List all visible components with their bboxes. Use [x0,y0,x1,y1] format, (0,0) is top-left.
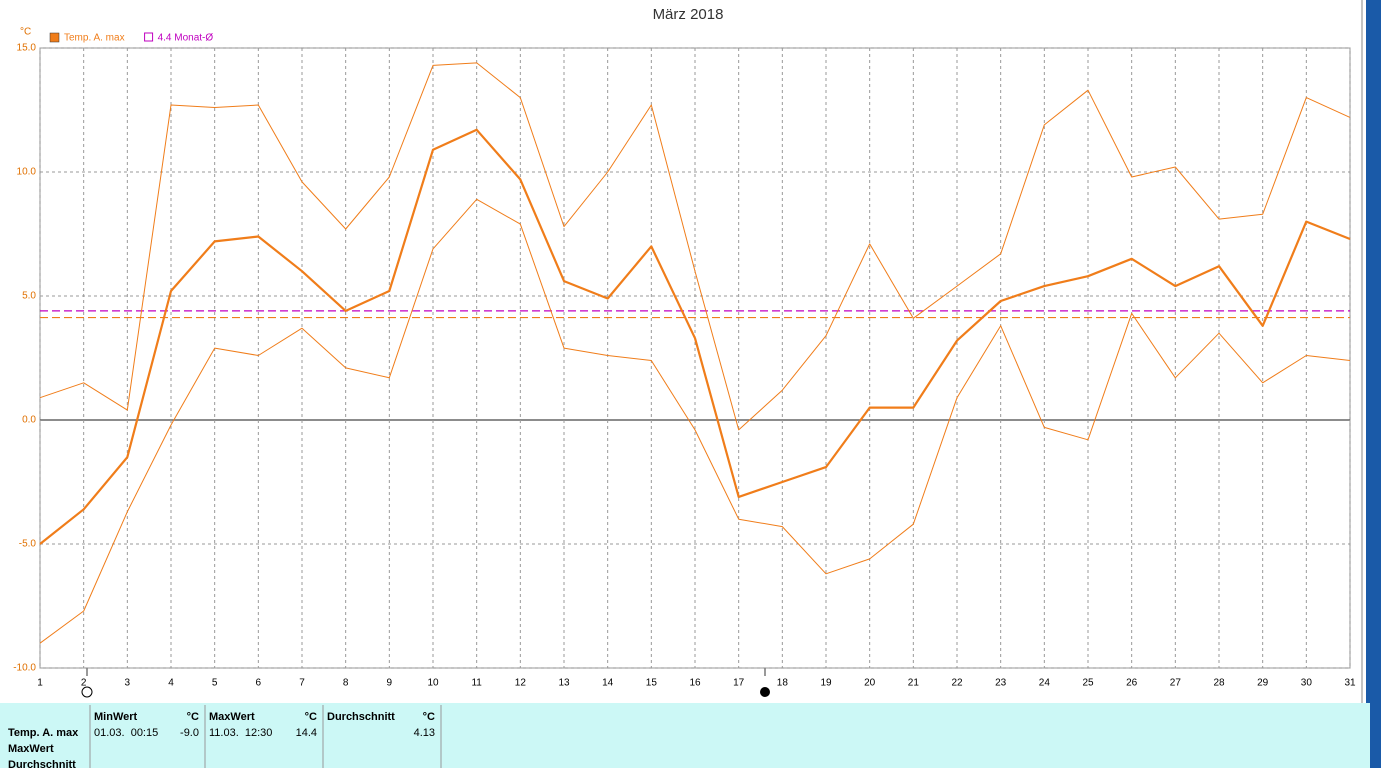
x-tick-label: 3 [125,678,131,689]
data-line [39,198,1351,644]
y-tick-label: 15.0 [17,43,37,54]
stat-value: 4.13 [414,727,435,739]
column-unit: °C [423,711,435,723]
row-label: MaxWert [8,743,54,755]
row-label: Temp. A. max [8,727,79,739]
moon-icon [760,687,770,697]
row-label: Durchschnitt [8,759,76,768]
x-tick-label: 15 [646,678,658,689]
x-tick-label: 6 [256,678,262,689]
stat-value: -9.0 [180,727,199,739]
desktop-edge [1366,0,1381,768]
stats-panel [0,703,1370,768]
x-tick-label: 24 [1039,678,1051,689]
x-tick-label: 7 [299,678,305,689]
stat-date: 01.03. 00:15 [94,727,158,739]
x-tick-label: 31 [1344,678,1356,689]
x-tick-label: 25 [1082,678,1094,689]
x-tick-label: 13 [558,678,570,689]
y-unit: °C [20,27,31,38]
column-header: Durchschnitt [327,711,395,723]
x-tick-label: 18 [777,678,789,689]
x-tick-label: 16 [689,678,701,689]
legend-swatch [144,32,154,42]
data-line [39,62,1351,431]
x-tick-label: 10 [427,678,439,689]
x-tick-label: 29 [1257,678,1269,689]
x-tick-label: 1 [37,678,43,689]
x-tick-label: 5 [212,678,218,689]
stat-date: 11.03. 12:30 [209,727,272,739]
legend-label: Temp. A. max [64,33,125,44]
y-tick-label: 0.0 [22,415,36,426]
y-tick-label: -10.0 [13,663,36,674]
x-tick-label: 23 [995,678,1007,689]
x-tick-label: 14 [602,678,614,689]
legend-label: 4.4 Monat-Ø [158,33,214,44]
x-tick-label: 17 [733,678,745,689]
column-unit: °C [187,711,199,723]
column-header: MaxWert [209,711,255,723]
x-tick-label: 21 [908,678,920,689]
column-unit: °C [305,711,317,723]
legend-swatch [49,32,60,43]
y-tick-label: 5.0 [22,291,36,302]
x-tick-label: 11 [471,678,482,689]
x-tick-label: 28 [1213,678,1225,689]
x-tick-label: 27 [1170,678,1182,689]
x-tick-label: 30 [1301,678,1313,689]
chart-title: März 2018 [653,6,724,23]
y-tick-label: -5.0 [19,539,37,550]
x-tick-label: 8 [343,678,349,689]
x-tick-label: 9 [387,678,393,689]
x-tick-label: 19 [820,678,832,689]
column-header: MinWert [94,711,138,723]
x-tick-label: 26 [1126,678,1138,689]
data-line [39,128,1351,545]
y-tick-label: 10.0 [17,167,37,178]
x-tick-label: 12 [515,678,527,689]
moon-icon [81,686,93,698]
x-tick-label: 20 [864,678,876,689]
stat-value: 14.4 [296,727,317,739]
x-tick-label: 2 [81,678,87,689]
x-tick-label: 22 [951,678,963,689]
x-tick-label: 4 [168,678,174,689]
